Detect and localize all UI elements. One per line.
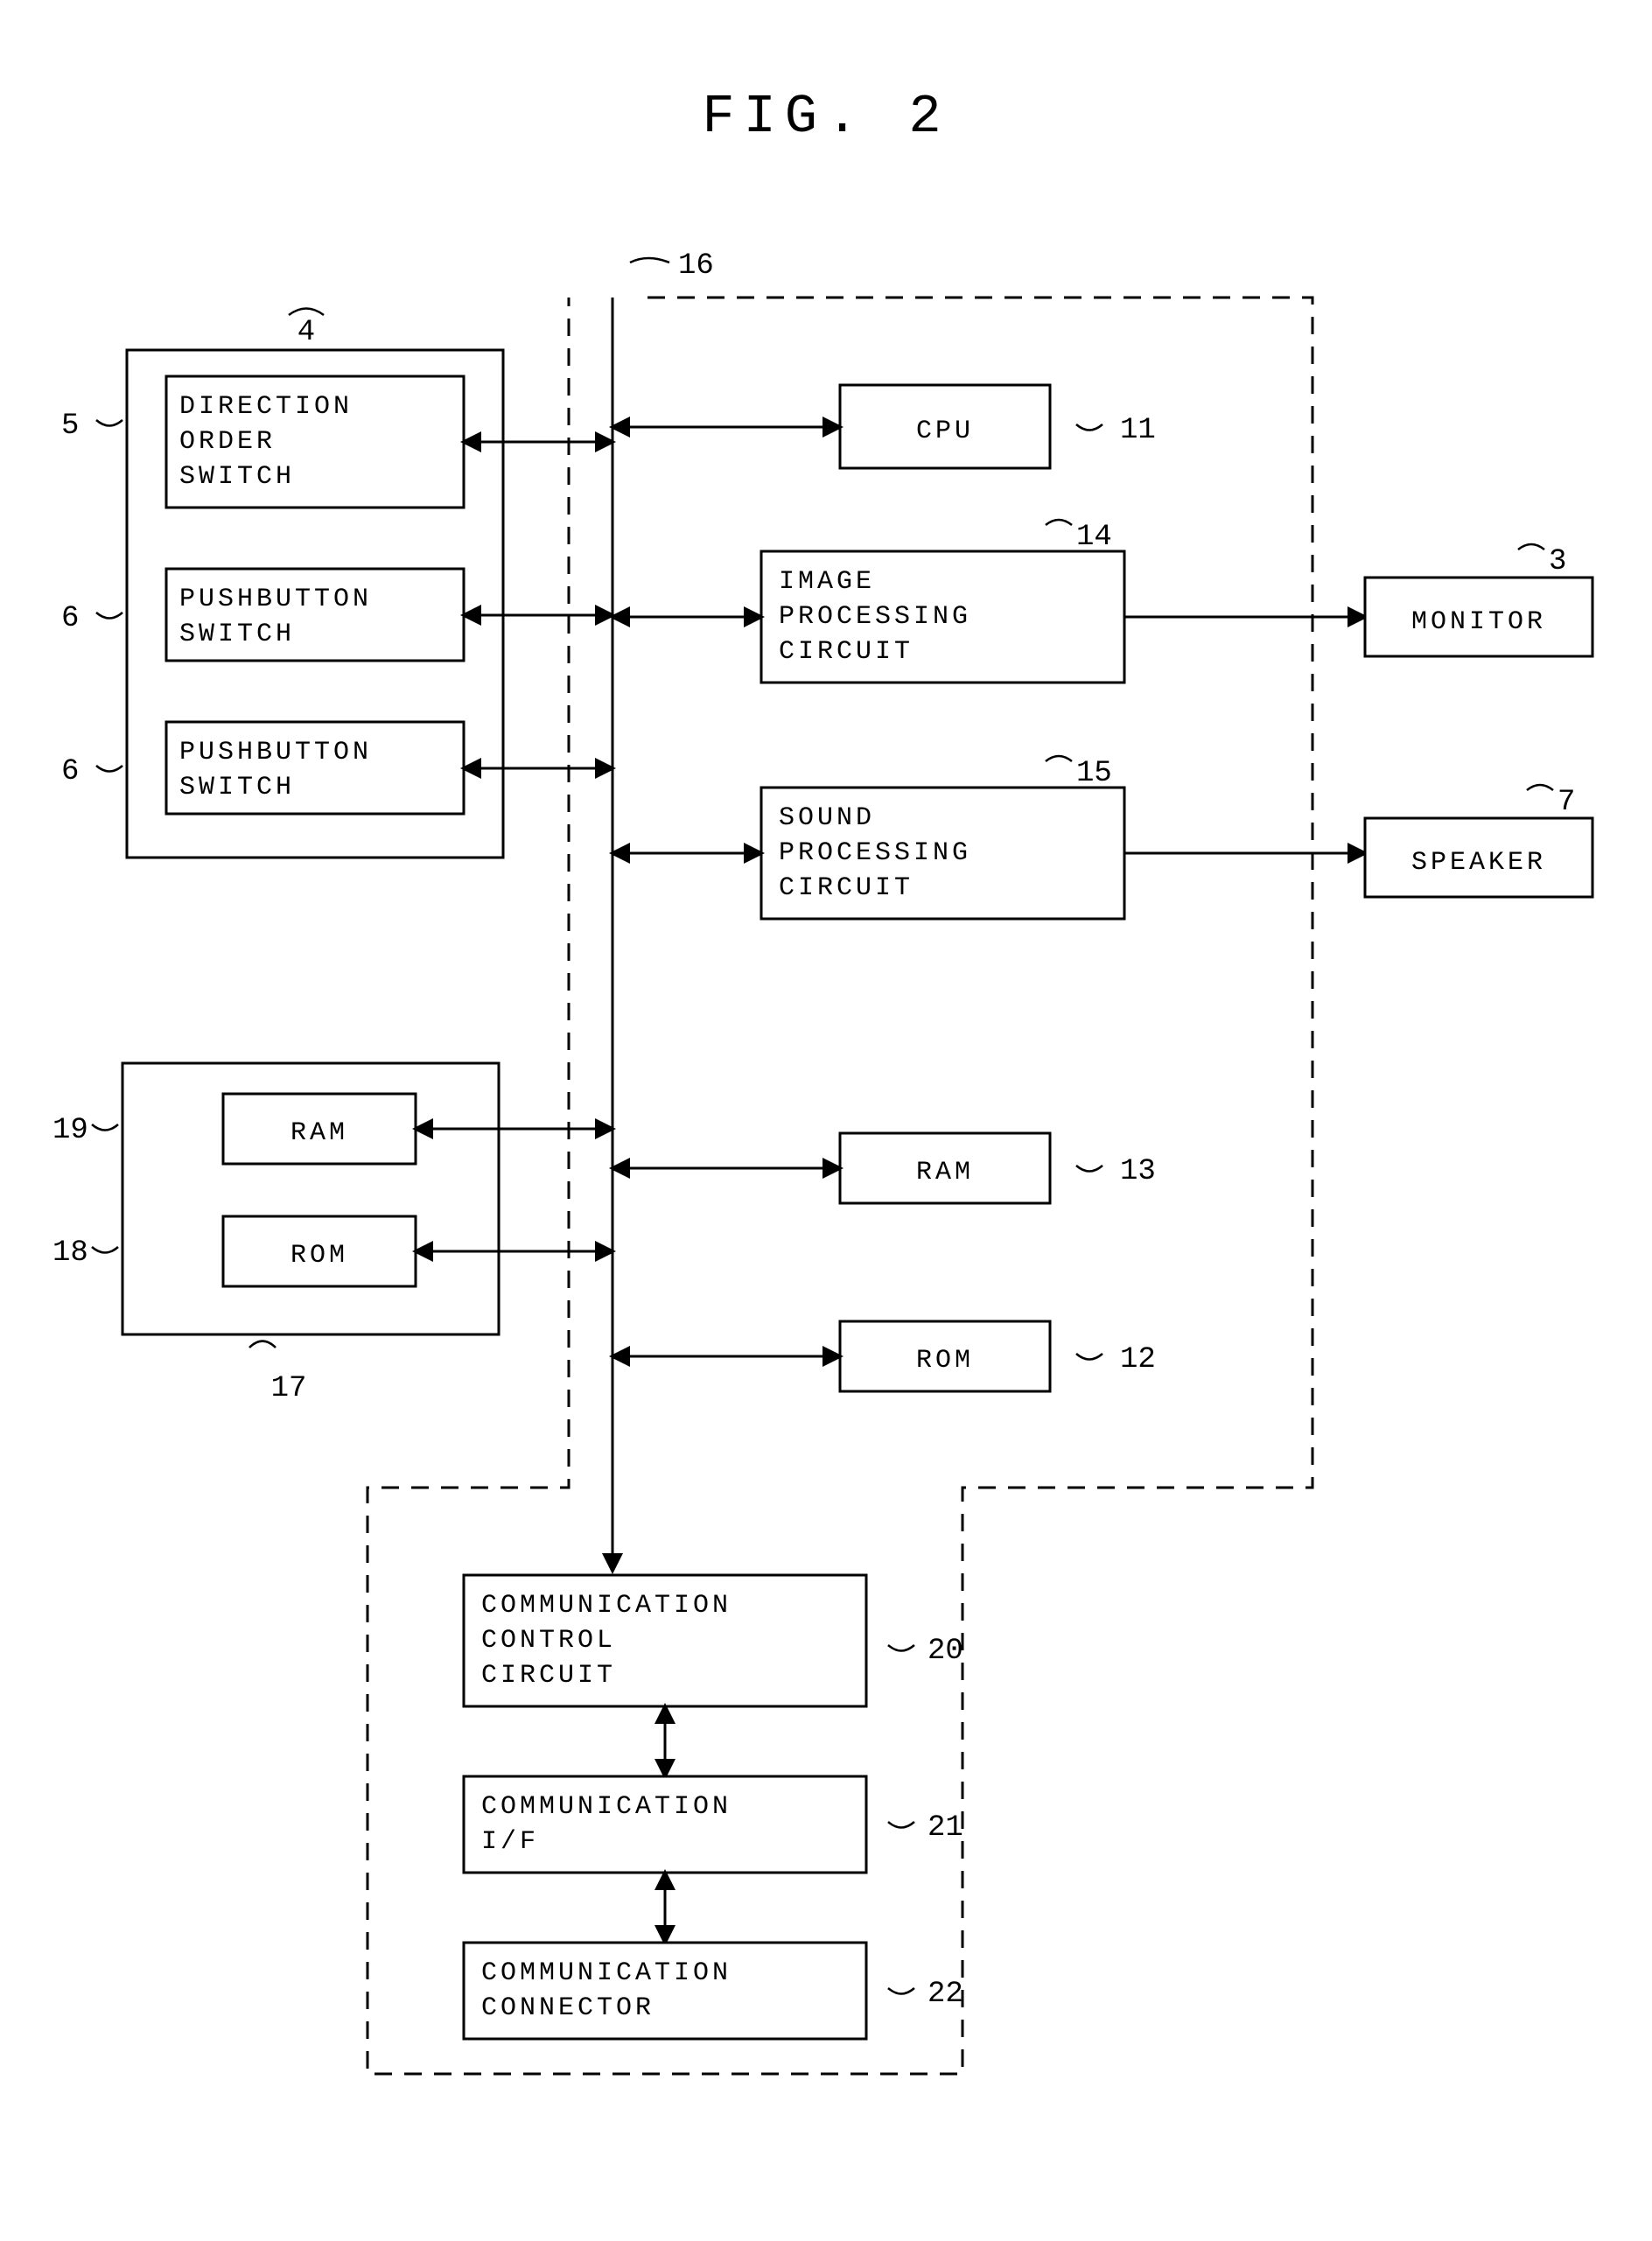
- svg-text:CPU: CPU: [916, 417, 974, 446]
- svg-text:ROM: ROM: [290, 1241, 348, 1271]
- ref-17: 17: [271, 1372, 307, 1405]
- svg-text:ROM: ROM: [916, 1346, 974, 1376]
- svg-text:SWITCH: SWITCH: [179, 462, 295, 492]
- ref-13: 13: [1120, 1155, 1156, 1188]
- ref-leader-12: [1076, 1354, 1102, 1360]
- block-direction-order-switch: DIRECTION ORDER SWITCH: [166, 376, 464, 508]
- block-pushbutton-2: PUSHBUTTON SWITCH: [166, 722, 464, 814]
- svg-text:COMMUNICATION: COMMUNICATION: [481, 1958, 732, 1988]
- ref-leader-20: [888, 1645, 914, 1651]
- block-speaker: SPEAKER: [1365, 818, 1592, 897]
- block-sound-processing: SOUND PROCESSING CIRCUIT: [761, 788, 1124, 919]
- ref-22: 22: [928, 1978, 963, 2011]
- ref-7: 7: [1558, 786, 1575, 819]
- svg-text:COMMUNICATION: COMMUNICATION: [481, 1591, 732, 1621]
- svg-text:SWITCH: SWITCH: [179, 773, 295, 802]
- ref-11: 11: [1120, 414, 1156, 447]
- block-comm-if: COMMUNICATION I/F: [464, 1776, 866, 1873]
- svg-text:CONTROL: CONTROL: [481, 1626, 616, 1656]
- svg-text:CIRCUIT: CIRCUIT: [779, 637, 914, 667]
- svg-text:PUSHBUTTON: PUSHBUTTON: [179, 585, 372, 614]
- ref-leader-22: [888, 1988, 914, 1994]
- svg-text:ORDER: ORDER: [179, 427, 276, 457]
- ref-leader-3: [1518, 544, 1544, 550]
- svg-text:IMAGE: IMAGE: [779, 567, 875, 597]
- ref-leader-6b: [96, 766, 122, 772]
- block-ram-cart: RAM: [223, 1094, 416, 1164]
- ref-5: 5: [61, 410, 79, 443]
- block-rom-cart: ROM: [223, 1216, 416, 1286]
- svg-text:DIRECTION: DIRECTION: [179, 392, 353, 422]
- ref-leader-21: [888, 1822, 914, 1828]
- ref-6a: 6: [61, 602, 79, 635]
- svg-text:CIRCUIT: CIRCUIT: [779, 873, 914, 903]
- svg-text:PROCESSING: PROCESSING: [779, 838, 971, 868]
- ref-leader-16: [630, 258, 669, 263]
- svg-text:SPEAKER: SPEAKER: [1411, 848, 1546, 878]
- block-rom-main: ROM: [840, 1321, 1050, 1391]
- ref-leader-15: [1046, 756, 1072, 761]
- ref-leader-17: [249, 1341, 276, 1348]
- ref-leader-14: [1046, 520, 1072, 525]
- svg-text:RAM: RAM: [916, 1158, 974, 1187]
- svg-text:I/F: I/F: [481, 1827, 539, 1857]
- ref-leader-11: [1076, 424, 1102, 431]
- svg-text:PROCESSING: PROCESSING: [779, 602, 971, 632]
- svg-text:COMMUNICATION: COMMUNICATION: [481, 1792, 732, 1822]
- block-image-processing: IMAGE PROCESSING CIRCUIT: [761, 551, 1124, 683]
- block-cpu: CPU: [840, 385, 1050, 468]
- ref-leader-18: [92, 1247, 118, 1253]
- ref-leader-4: [289, 309, 324, 316]
- ref-leader-13: [1076, 1166, 1102, 1172]
- ref-18: 18: [52, 1236, 88, 1270]
- svg-text:CIRCUIT: CIRCUIT: [481, 1661, 616, 1691]
- ref-12: 12: [1120, 1343, 1156, 1376]
- ref-leader-19: [92, 1124, 118, 1131]
- ref-4: 4: [298, 316, 315, 349]
- block-monitor: MONITOR: [1365, 578, 1592, 656]
- ref-15: 15: [1076, 757, 1112, 790]
- ref-14: 14: [1076, 521, 1112, 554]
- svg-text:MONITOR: MONITOR: [1411, 607, 1546, 637]
- block-pushbutton-1: PUSHBUTTON SWITCH: [166, 569, 464, 661]
- ref-19: 19: [52, 1114, 88, 1147]
- ref-20: 20: [928, 1635, 963, 1668]
- block-ram-main: RAM: [840, 1133, 1050, 1203]
- svg-text:CONNECTOR: CONNECTOR: [481, 1993, 654, 2023]
- block-comm-connector: COMMUNICATION CONNECTOR: [464, 1943, 866, 2039]
- ref-leader-5: [96, 420, 122, 426]
- svg-text:SOUND: SOUND: [779, 803, 875, 833]
- ref-3: 3: [1549, 545, 1566, 578]
- ref-21: 21: [928, 1811, 963, 1845]
- svg-text:PUSHBUTTON: PUSHBUTTON: [179, 738, 372, 767]
- ref-leader-7: [1527, 785, 1553, 790]
- ref-6b: 6: [61, 755, 79, 788]
- svg-text:SWITCH: SWITCH: [179, 620, 295, 649]
- block-comm-control: COMMUNICATION CONTROL CIRCUIT: [464, 1575, 866, 1706]
- svg-text:RAM: RAM: [290, 1118, 348, 1148]
- ref-16: 16: [678, 249, 714, 283]
- figure-title: FIG. 2: [702, 86, 949, 148]
- ref-leader-6a: [96, 613, 122, 619]
